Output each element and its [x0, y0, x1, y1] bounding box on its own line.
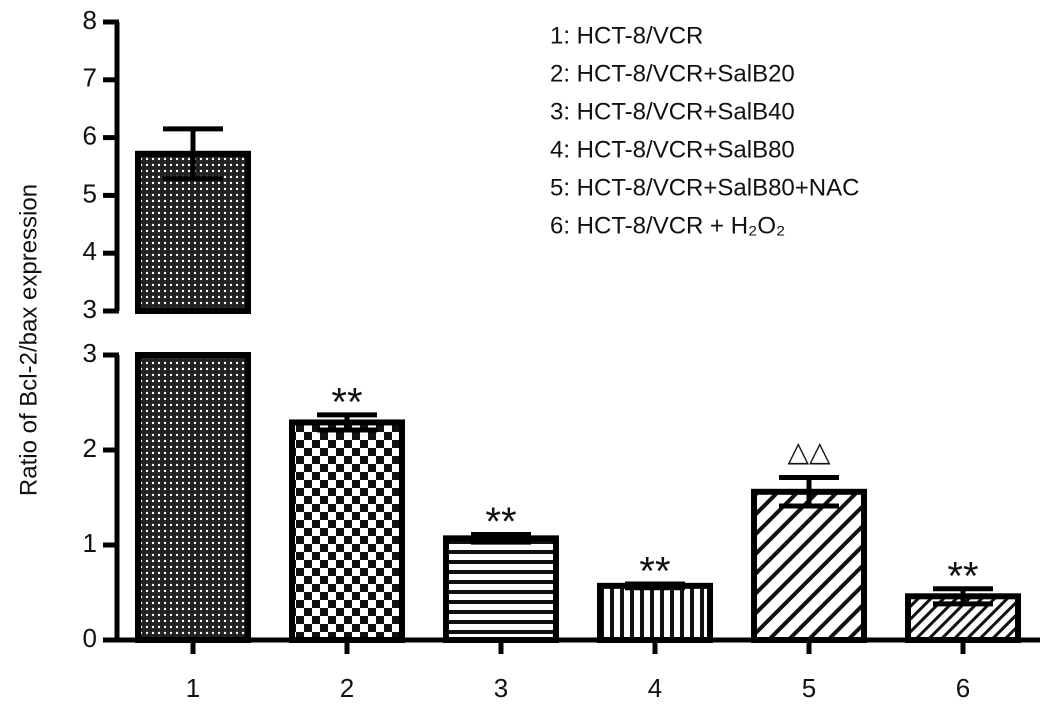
significance-mark: **: [947, 554, 978, 598]
x-tick-label: 1: [186, 673, 200, 703]
legend-entry: 4: HCT-8/VCR+SalB80: [550, 136, 795, 163]
legend-entry: 6: HCT-8/VCR + H₂O₂: [550, 212, 785, 239]
x-tick-label: 4: [648, 673, 662, 703]
legend-entry: 1: HCT-8/VCR: [550, 22, 703, 49]
y-tick-label: 3: [83, 294, 97, 324]
bar: [135, 352, 251, 643]
bar: [135, 150, 251, 314]
legend-entry: 2: HCT-8/VCR+SalB20: [550, 60, 795, 87]
significance-mark: **: [331, 380, 362, 424]
significance-mark: **: [485, 500, 516, 544]
y-axis-label: Ratio of Bcl-2/bax expression: [15, 184, 42, 496]
y-tick-label: 3: [83, 338, 97, 368]
y-tick-label: 8: [83, 5, 97, 35]
x-tick-label: 2: [340, 673, 354, 703]
bar: [443, 535, 559, 643]
x-tick-label: 6: [956, 673, 970, 703]
significance-mark: △△: [787, 436, 831, 467]
x-tick-label: 3: [494, 673, 508, 703]
y-tick-label: 6: [83, 120, 97, 150]
y-tick-label: 0: [83, 623, 97, 653]
y-tick-label: 7: [83, 63, 97, 93]
bar: [597, 582, 713, 643]
y-tick-label: 1: [83, 528, 97, 558]
x-tick-label: 5: [802, 673, 816, 703]
legend-entry: 5: HCT-8/VCR+SalB80+NAC: [550, 174, 859, 201]
y-tick-label: 4: [83, 236, 97, 266]
y-tick-label: 5: [83, 178, 97, 208]
significance-mark: **: [639, 550, 670, 594]
legend-entry: 3: HCT-8/VCR+SalB40: [550, 98, 795, 125]
bar: [289, 419, 405, 644]
bar: [751, 488, 867, 643]
y-tick-label: 2: [83, 433, 97, 463]
